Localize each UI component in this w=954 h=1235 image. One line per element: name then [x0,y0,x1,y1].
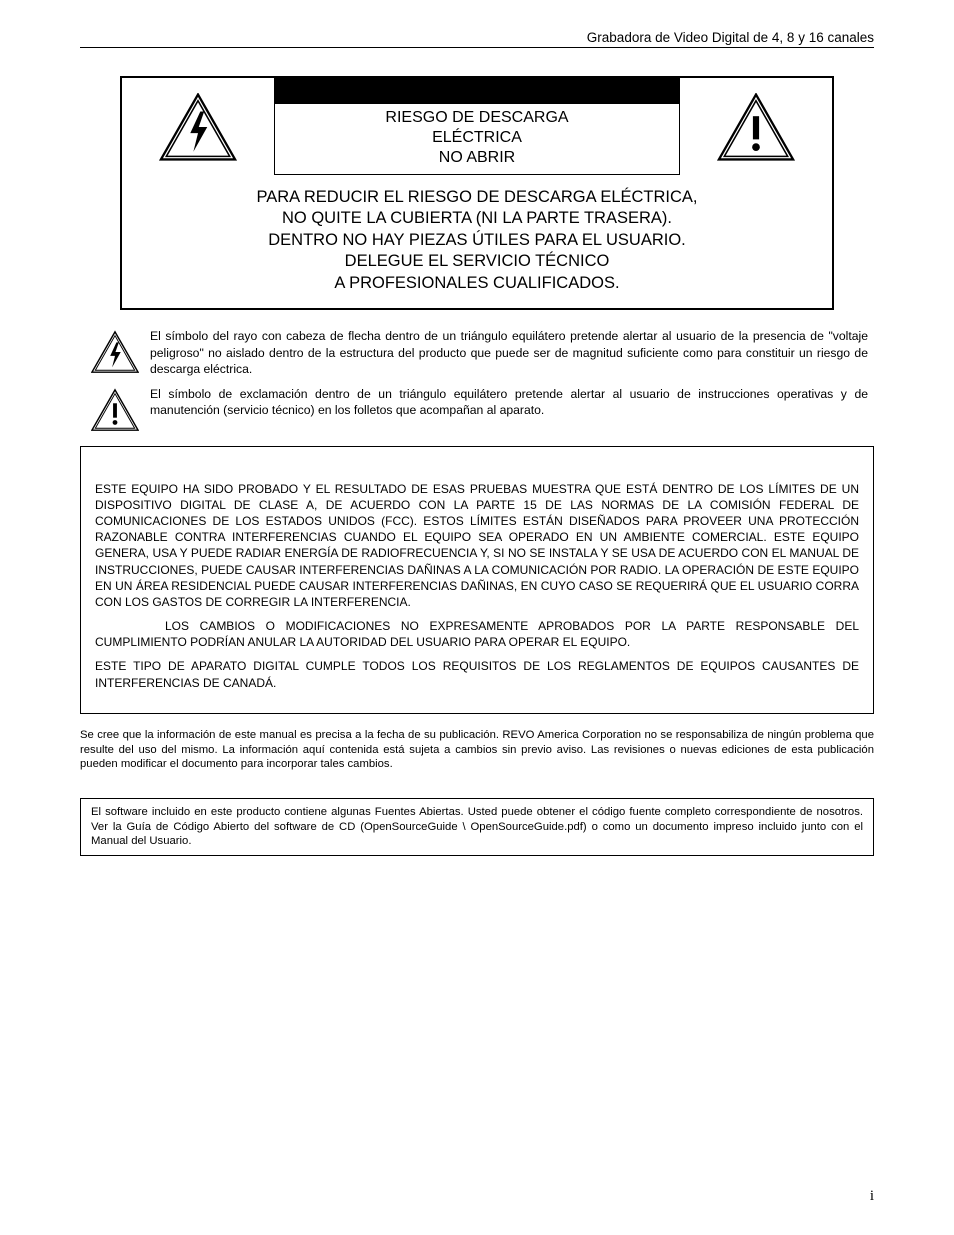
fcc-compliance-box: ESTE EQUIPO HA SIDO PROBADO Y EL RESULTA… [80,446,874,714]
symbol-explain-lightning: El símbolo del rayo con cabeza de flecha… [80,328,874,377]
lightning-explain-text: El símbolo del rayo con cabeza de flecha… [150,328,874,377]
caution-center: RIESGO DE DESCARGA ELÉCTRICA NO ABRIR [274,78,680,175]
lightning-triangle-icon [159,93,237,161]
page-number: i [870,1188,874,1205]
lightning-small-icon-col [80,328,150,377]
exclamation-explain-text: El símbolo de exclamación dentro de un t… [150,386,874,432]
exclamation-triangle-cell [680,78,832,175]
caution-line3: NO ABRIR [439,149,515,166]
exclamation-triangle-icon [717,93,795,161]
caution-black-bar [274,78,680,104]
caution-body: PARA REDUCIR EL RIESGO DE DESCARGA ELÉCT… [122,175,832,308]
caution-box: RIESGO DE DESCARGA ELÉCTRICA NO ABRIR PA… [120,76,834,310]
fcc-p1: ESTE EQUIPO HA SIDO PROBADO Y EL RESULTA… [95,481,859,611]
open-source-notice: El software incluido en este producto co… [80,798,874,856]
header-title: Grabadora de Video Digital de 4, 8 y 16 … [587,30,874,45]
document-page: Grabadora de Video Digital de 4, 8 y 16 … [0,0,954,1235]
body-line4: DELEGUE EL SERVICIO TÉCNICO [345,252,610,270]
disclaimer-text: Se cree que la información de este manua… [80,728,874,772]
symbol-explain-exclamation: El símbolo de exclamación dentro de un t… [80,386,874,432]
caution-center-text: RIESGO DE DESCARGA ELÉCTRICA NO ABRIR [274,104,680,175]
lightning-triangle-cell [122,78,274,175]
body-line5: A PROFESIONALES CUALIFICADOS. [334,274,619,292]
body-line1: PARA REDUCIR EL RIESGO DE DESCARGA ELÉCT… [256,188,697,206]
exclamation-triangle-small-icon [91,388,139,432]
caution-top-row: RIESGO DE DESCARGA ELÉCTRICA NO ABRIR [122,78,832,175]
body-line3: DENTRO NO HAY PIEZAS ÚTILES PARA EL USUA… [268,231,686,249]
exclamation-small-icon-col [80,386,150,432]
caution-line1: RIESGO DE DESCARGA [385,109,568,126]
lightning-triangle-small-icon [91,330,139,374]
caution-line2: ELÉCTRICA [432,129,522,146]
fcc-p2: LOS CAMBIOS O MODIFICACIONES NO EXPRESAM… [95,618,859,650]
body-line2: NO QUITE LA CUBIERTA (NI LA PARTE TRASER… [282,209,672,227]
page-header: Grabadora de Video Digital de 4, 8 y 16 … [80,30,874,48]
fcc-p3: ESTE TIPO DE APARATO DIGITAL CUMPLE TODO… [95,658,859,690]
